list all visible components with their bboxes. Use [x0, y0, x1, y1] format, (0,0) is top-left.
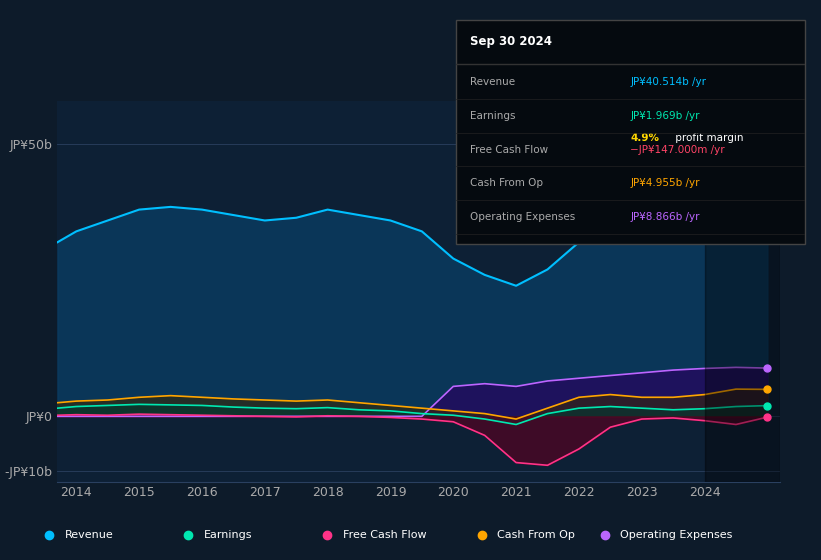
Text: JP¥1.969b /yr: JP¥1.969b /yr: [631, 111, 699, 121]
Text: Cash From Op: Cash From Op: [470, 178, 543, 188]
Text: Revenue: Revenue: [65, 530, 113, 540]
Text: Operating Expenses: Operating Expenses: [621, 530, 733, 540]
Text: Revenue: Revenue: [470, 77, 515, 87]
Bar: [704, 101, 780, 482]
Text: JP¥8.866b /yr: JP¥8.866b /yr: [631, 212, 699, 222]
Text: Free Cash Flow: Free Cash Flow: [470, 144, 548, 155]
FancyBboxPatch shape: [456, 20, 805, 244]
Text: JP¥4.955b /yr: JP¥4.955b /yr: [631, 178, 699, 188]
Text: JP¥40.514b /yr: JP¥40.514b /yr: [631, 77, 706, 87]
Text: Cash From Op: Cash From Op: [497, 530, 575, 540]
Text: Earnings: Earnings: [470, 111, 515, 121]
Text: Free Cash Flow: Free Cash Flow: [342, 530, 426, 540]
Text: profit margin: profit margin: [672, 133, 744, 143]
Text: 4.9%: 4.9%: [631, 133, 659, 143]
Text: Operating Expenses: Operating Expenses: [470, 212, 575, 222]
Text: −JP¥147.000m /yr: −JP¥147.000m /yr: [631, 144, 725, 155]
Text: Sep 30 2024: Sep 30 2024: [470, 35, 552, 48]
Text: Earnings: Earnings: [204, 530, 252, 540]
